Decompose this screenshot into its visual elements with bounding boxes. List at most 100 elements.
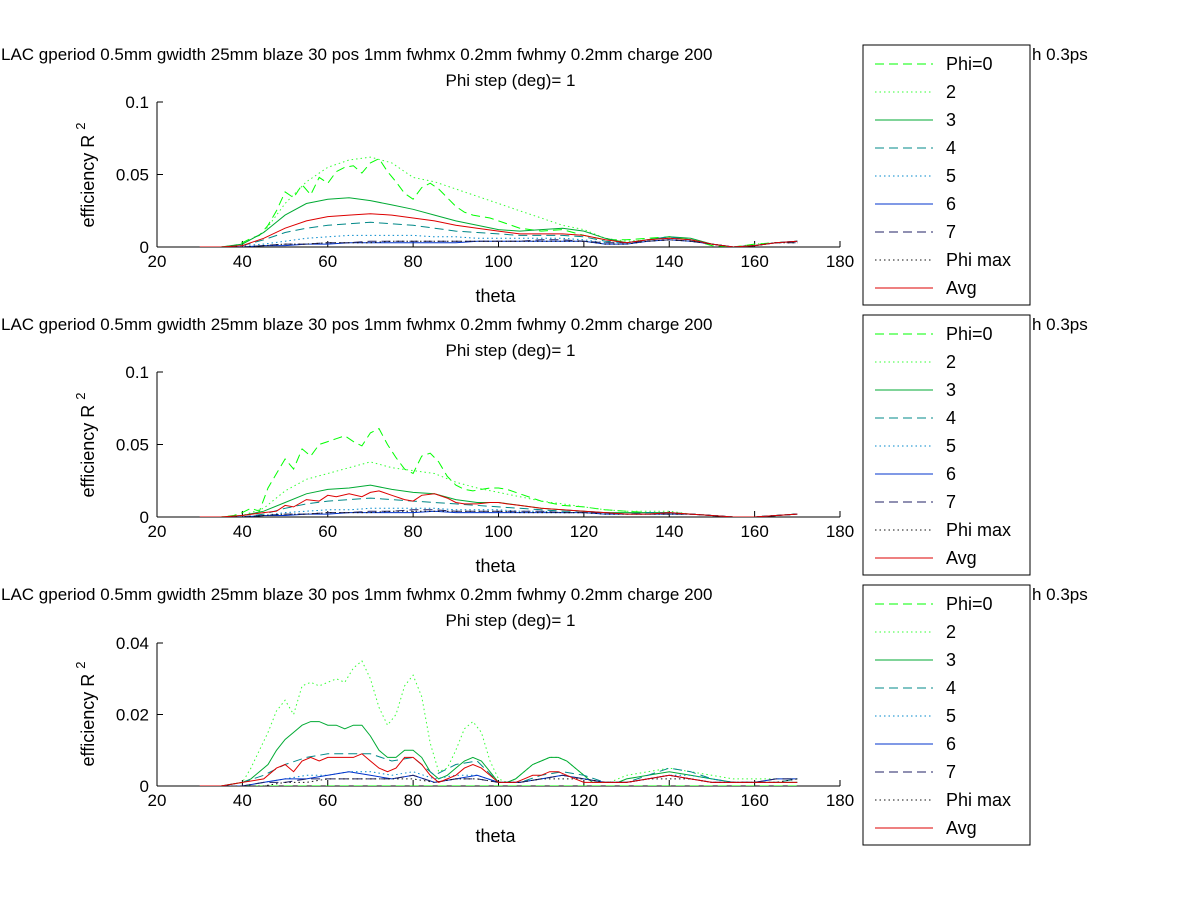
series-line-9 [199, 753, 798, 786]
chart-title: LAC gperiod 0.5mm gwidth 25mm blaze 30 p… [1, 585, 712, 604]
legend: Phi=0 2 3 4 5 6 7 Phi max Avg [862, 44, 1031, 306]
y-tick-label: 0 [140, 777, 149, 796]
chart-panel-3: LAC gperiod 0.5mm gwidth 25mm blaze 30 p… [1, 584, 1088, 846]
x-tick-label: 80 [404, 252, 423, 271]
series-line-3 [199, 197, 798, 247]
x-tick-label: 180 [826, 252, 854, 271]
chart-panel-2: LAC gperiod 0.5mm gwidth 25mm blaze 30 p… [1, 314, 1088, 576]
chart-panel-1: LAC gperiod 0.5mm gwidth 25mm blaze 30 p… [1, 44, 1088, 306]
chart-subtitle: Phi step (deg)= 1 [446, 611, 576, 630]
legend-label: 5 [946, 166, 956, 186]
x-tick-label: 60 [318, 522, 337, 541]
legend-label: 2 [946, 352, 956, 372]
x-axis-label: theta [475, 556, 516, 576]
y-tick-label: 0.05 [116, 166, 149, 185]
x-tick-label: 80 [404, 791, 423, 810]
x-tick-label: 120 [570, 522, 598, 541]
legend-label: 7 [946, 222, 956, 242]
x-tick-label: 40 [233, 252, 252, 271]
series-line-1 [199, 427, 798, 517]
legend-label: 6 [946, 194, 956, 214]
x-tick-label: 20 [148, 522, 167, 541]
y-axis-label-superscript: 2 [73, 123, 88, 130]
x-tick-label: 40 [233, 791, 252, 810]
series-line-2 [199, 660, 798, 786]
y-axis-label-superscript: 2 [73, 393, 88, 400]
series-line-8 [199, 239, 798, 247]
x-tick-label: 20 [148, 252, 167, 271]
legend-label: 7 [946, 492, 956, 512]
x-tick-label: 180 [826, 522, 854, 541]
series-line-3 [199, 721, 798, 786]
chart-title-trailing: h 0.3ps [1032, 315, 1088, 334]
x-tick-label: 80 [404, 522, 423, 541]
legend-label: 6 [946, 464, 956, 484]
legend-label: Avg [946, 278, 977, 298]
y-axis-label: efficiency R 2 [73, 393, 98, 498]
y-axis-label: efficiency R 2 [73, 123, 98, 228]
legend-label: 5 [946, 706, 956, 726]
chart-subtitle: Phi step (deg)= 1 [446, 341, 576, 360]
x-tick-label: 60 [318, 791, 337, 810]
x-tick-label: 60 [318, 252, 337, 271]
x-tick-label: 120 [570, 252, 598, 271]
x-tick-label: 20 [148, 791, 167, 810]
series-line-2 [199, 461, 798, 517]
chart-subtitle: Phi step (deg)= 1 [446, 71, 576, 90]
series-line-5 [199, 234, 798, 247]
y-axis-label-superscript: 2 [73, 662, 88, 669]
legend: Phi=0 2 3 4 5 6 7 Phi max Avg [862, 314, 1031, 576]
x-tick-label: 120 [570, 791, 598, 810]
legend-label: 3 [946, 380, 956, 400]
x-tick-label: 160 [740, 791, 768, 810]
legend-label: 2 [946, 82, 956, 102]
legend-label: Avg [946, 548, 977, 568]
x-tick-label: 140 [655, 791, 683, 810]
legend-box [862, 44, 1031, 306]
series-line-4 [199, 221, 798, 247]
series-line-8 [199, 510, 798, 517]
legend-label: Phi=0 [946, 54, 993, 74]
series-line-5 [199, 507, 798, 517]
y-tick-label: 0.02 [116, 706, 149, 725]
x-axis-label: theta [475, 826, 516, 846]
x-tick-label: 140 [655, 252, 683, 271]
series-line-9 [199, 490, 798, 517]
legend: Phi=0 2 3 4 5 6 7 Phi max Avg [862, 584, 1031, 846]
x-tick-label: 100 [484, 522, 512, 541]
legend-label: Phi max [946, 250, 1011, 270]
y-tick-label: 0.1 [125, 363, 149, 382]
legend-label: 6 [946, 734, 956, 754]
x-axis-label: theta [475, 286, 516, 306]
legend-label: Phi max [946, 790, 1011, 810]
x-tick-label: 140 [655, 522, 683, 541]
y-axis-label: efficiency R 2 [73, 662, 98, 767]
legend-label: 2 [946, 622, 956, 642]
chart-title-trailing: h 0.3ps [1032, 585, 1088, 604]
y-tick-label: 0 [140, 508, 149, 527]
y-tick-label: 0.04 [116, 634, 149, 653]
chart-title: LAC gperiod 0.5mm gwidth 25mm blaze 30 p… [1, 315, 712, 334]
x-tick-label: 160 [740, 522, 768, 541]
y-axis-label-text: efficiency R [78, 669, 98, 767]
y-tick-label: 0.1 [125, 93, 149, 112]
chart-title: LAC gperiod 0.5mm gwidth 25mm blaze 30 p… [1, 45, 712, 64]
legend-label: Avg [946, 818, 977, 838]
legend-label: 4 [946, 678, 956, 698]
legend-label: 7 [946, 762, 956, 782]
y-tick-label: 0.05 [116, 436, 149, 455]
x-tick-label: 180 [826, 791, 854, 810]
y-axis-label-text: efficiency R [78, 130, 98, 228]
x-tick-label: 100 [484, 791, 512, 810]
legend-label: 3 [946, 650, 956, 670]
legend-box [862, 584, 1031, 846]
legend-label: 3 [946, 110, 956, 130]
series-line-4 [199, 497, 798, 517]
legend-label: 4 [946, 408, 956, 428]
legend-label: Phi=0 [946, 324, 993, 344]
series-line-1 [199, 157, 798, 247]
x-tick-label: 100 [484, 252, 512, 271]
legend-box [862, 314, 1031, 576]
y-tick-label: 0 [140, 238, 149, 257]
